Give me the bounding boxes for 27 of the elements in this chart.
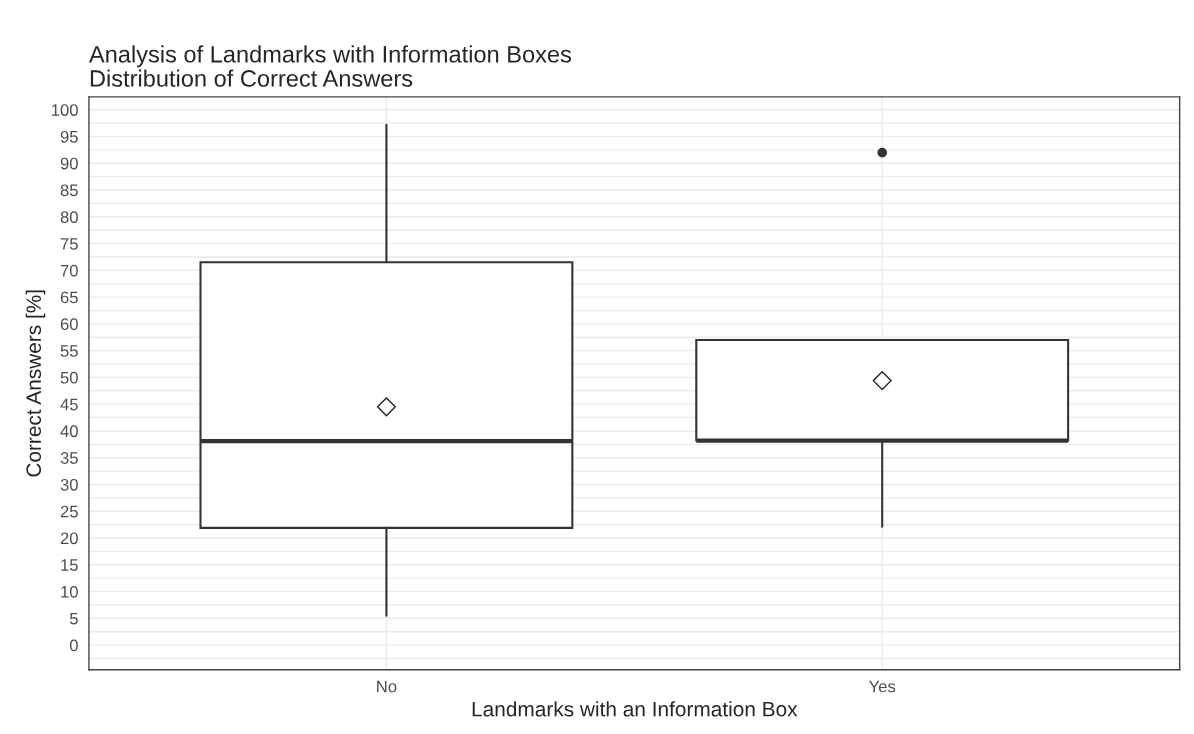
y-tick-label: 60 [60, 318, 78, 331]
y-tick-label: 95 [60, 130, 78, 143]
chart-subtitle: Distribution of Correct Answers [90, 69, 413, 87]
y-tick-label: 35 [60, 452, 78, 464]
y-tick-label: 75 [60, 238, 78, 250]
y-tick-label: 40 [60, 425, 78, 438]
y-tick-label: 15 [61, 559, 78, 571]
y-tick-label: 80 [60, 211, 78, 224]
y-tick-label: 50 [60, 371, 78, 384]
y-tick-label: 70 [60, 264, 78, 277]
x-axis-title: Landmarks with an Information Box [472, 701, 798, 717]
y-tick-label: 45 [60, 398, 78, 411]
y-tick-label: 30 [60, 478, 78, 491]
y-tick-label: 0 [69, 639, 78, 652]
chart-title: Analysis of Landmarks with Information Boxes [89, 45, 572, 68]
y-tick-label: 25 [60, 505, 78, 518]
y-tick-label: 5 [69, 612, 78, 625]
y-tick-label: 90 [60, 157, 78, 170]
y-axis-title: Correct Answers [%] [25, 290, 46, 477]
y-tick-label: 100 [52, 104, 78, 116]
x-tick-label: Yes [868, 680, 896, 693]
y-tick-label: 85 [60, 184, 78, 197]
y-tick-label: 10 [61, 585, 78, 598]
y-tick-label: 65 [60, 291, 78, 304]
x-tick-label: No [377, 680, 397, 693]
y-tick-label: 55 [60, 345, 78, 357]
y-tick-label: 20 [60, 532, 78, 545]
